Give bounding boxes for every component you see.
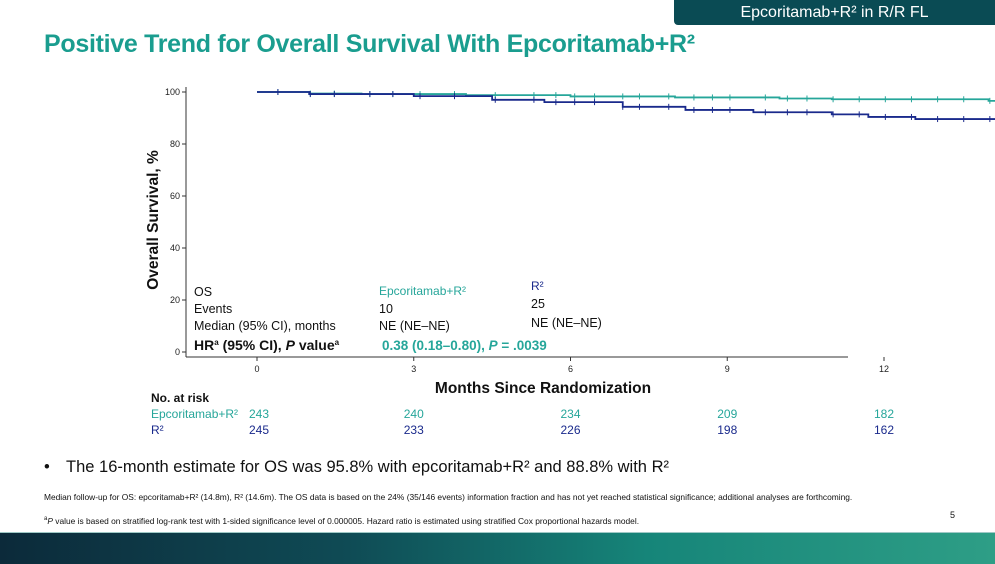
legend-arm-r2-median: NE (NE–NE) [531,316,602,330]
y-tick-label: 20 [170,295,180,305]
risk-label-epcor: Epcoritamab+R² [151,407,238,421]
hazard-ratio: 0.38 (0.18–0.80), P = .0039 [382,338,547,353]
x-tick-label: 0 [254,364,259,374]
risk-value: 162 [874,423,894,437]
risk-value: 234 [560,407,580,421]
deck-section-tag: Epcoritamab+R² in R/R FL [674,0,995,25]
x-tick-label: 12 [879,364,889,374]
risk-label-r2: R² [151,423,164,437]
footnote-pvalue: aP value is based on stratified log-rank… [44,515,640,526]
legend-arm-epcor-events: 10 [379,302,393,316]
y-tick-label: 100 [165,87,180,97]
key-finding-text: The 16-month estimate for OS was 95.8% w… [66,458,669,476]
legend-row-median: Median (95% CI), months [194,319,336,333]
risk-value: 233 [404,423,424,437]
y-tick-label: 40 [170,243,180,253]
risk-value: 226 [560,423,580,437]
y-tick-label: 60 [170,191,180,201]
x-axis-label: Months Since Randomization [435,380,651,397]
legend-arm-r2-events: 25 [531,297,545,311]
legend-arm-epcor-name: Epcoritamab+R² [379,284,466,298]
footnote-followup: Median follow-up for OS: epcoritamab+R² … [44,492,853,502]
y-tick-label: 0 [175,347,180,357]
footer-band [0,533,995,564]
km-curve-r2 [257,91,995,120]
legend-arm-epcor-median: NE (NE–NE) [379,319,450,333]
risk-value: 240 [404,407,424,421]
x-tick-label: 9 [725,364,730,374]
legend-arm-r2-name: R² [531,279,544,293]
page-number: 5 [950,510,956,520]
legend-row-os: OS [194,285,212,299]
risk-value: 243 [249,407,269,421]
key-finding-bullet: • The 16-month estimate for OS was 95.8% … [44,458,669,476]
risk-value: 198 [717,423,737,437]
y-axis-label: Overall Survival, % [145,150,162,290]
legend-row-events: Events [194,302,232,316]
x-tick-label: 6 [568,364,573,374]
y-tick-label: 80 [170,139,180,149]
risk-value: 245 [249,423,269,437]
slide-title: Positive Trend for Overall Survival With… [44,30,695,58]
x-tick-label: 3 [411,364,416,374]
risk-value: 182 [874,407,894,421]
footer-divider [0,532,995,533]
risk-value: 209 [717,407,737,421]
legend-row-hr: HRa (95% CI), P valuea [194,337,340,353]
risk-table-title: No. at risk [151,391,209,405]
